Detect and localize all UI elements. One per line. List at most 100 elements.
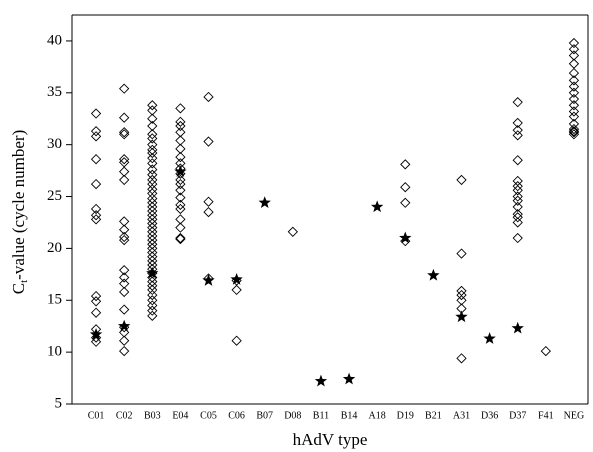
y-tick-label: 25 [47, 188, 62, 204]
diamond-point [119, 231, 130, 243]
diamond-point [147, 222, 158, 233]
y-label-subscript: t [18, 280, 30, 283]
diamond-point [147, 218, 158, 229]
diamond-point [119, 304, 130, 315]
diamond-point [119, 129, 130, 140]
y-label-text: -value (cycle number) [9, 130, 28, 280]
diamond-point [568, 111, 580, 122]
diamond-point [147, 197, 158, 208]
diamond-point [568, 81, 580, 92]
diamond-point [147, 276, 158, 287]
diamond-point [175, 178, 186, 190]
diamond-point [512, 117, 523, 129]
diamond-point [119, 335, 130, 346]
diamond-point [456, 174, 467, 186]
diamond-point [147, 243, 158, 254]
diamond-point [147, 255, 158, 266]
diamond-point [568, 58, 580, 69]
diamond-point [90, 108, 102, 119]
diamond-point [147, 295, 158, 306]
diamond-point [147, 133, 158, 144]
diamond-point [512, 96, 523, 108]
diamond-point [568, 87, 580, 98]
diamond-point [90, 332, 102, 343]
diamond-point [119, 272, 130, 283]
diamond-point [147, 193, 158, 204]
y-tick-label: 15 [47, 292, 62, 308]
diamond-point [119, 174, 130, 186]
diamond-point [568, 44, 580, 55]
diamond-point [175, 199, 186, 210]
diamond-point [119, 327, 130, 338]
diamond-point [512, 217, 523, 228]
diamond-point [400, 159, 411, 170]
diamond-point [175, 174, 186, 186]
diamond-point [568, 127, 580, 138]
x-tick-label: C01 [88, 410, 105, 421]
diamond-point [175, 185, 186, 196]
diamond-point [512, 201, 523, 213]
diamond-point [568, 100, 580, 111]
y-tick-label: 30 [47, 136, 62, 152]
diamond-point [90, 336, 102, 347]
y-tick-label: 35 [47, 84, 62, 100]
star-point [314, 374, 328, 387]
x-tick-label: NEG [564, 410, 585, 421]
diamond-point [203, 196, 214, 207]
diamond-point [147, 239, 158, 250]
diamond-point [540, 345, 551, 357]
diamond-point [147, 234, 158, 246]
diamond-point [119, 234, 130, 246]
diamond-point [147, 113, 158, 124]
x-tick-label: B03 [144, 410, 161, 421]
diamond-point [175, 192, 186, 203]
diamond-point [90, 154, 102, 165]
x-tick-label: C06 [228, 410, 245, 421]
diamond-point [456, 353, 467, 364]
diamond-point [400, 182, 411, 193]
diamond-point [400, 236, 411, 247]
diamond-point [400, 197, 411, 208]
diamond-point [147, 201, 158, 213]
diamond-point [568, 93, 580, 105]
x-tick-label: C05 [200, 410, 217, 421]
diamond-point [568, 67, 580, 79]
diamond-point [147, 129, 158, 140]
star-point [258, 196, 271, 209]
star-point [511, 321, 524, 334]
star-point [202, 274, 215, 286]
diamond-point [568, 50, 580, 61]
diamond-point [90, 210, 102, 221]
diamond-point [175, 222, 186, 233]
diamond-point [175, 120, 186, 132]
diamond-point [147, 230, 158, 242]
diamond-point [147, 300, 158, 311]
diamond-point [147, 205, 158, 217]
y-tick-label: 5 [55, 395, 63, 411]
diamond-point [175, 233, 186, 245]
diamond-point [512, 212, 523, 223]
diamond-point [147, 120, 158, 132]
diamond-point [119, 83, 130, 94]
x-tick-label: B21 [425, 410, 442, 421]
diamond-point [119, 166, 130, 177]
diamond-point [119, 286, 130, 298]
diamond-point [119, 154, 130, 165]
x-tick-label: A31 [453, 410, 470, 421]
star-point [342, 372, 356, 385]
diamond-point [119, 345, 130, 357]
star-point [174, 165, 187, 177]
diamond-point [147, 147, 158, 159]
diamond-point [512, 125, 523, 136]
diamond-point [147, 214, 158, 225]
diamond-point [90, 214, 102, 225]
star-point [230, 273, 243, 285]
diamond-point [119, 127, 130, 138]
diamond-point [90, 307, 102, 318]
diamond-point [147, 305, 158, 316]
diamond-point [90, 203, 102, 215]
diamond-point [147, 169, 158, 180]
star-point [483, 332, 496, 344]
star-point [117, 319, 131, 332]
